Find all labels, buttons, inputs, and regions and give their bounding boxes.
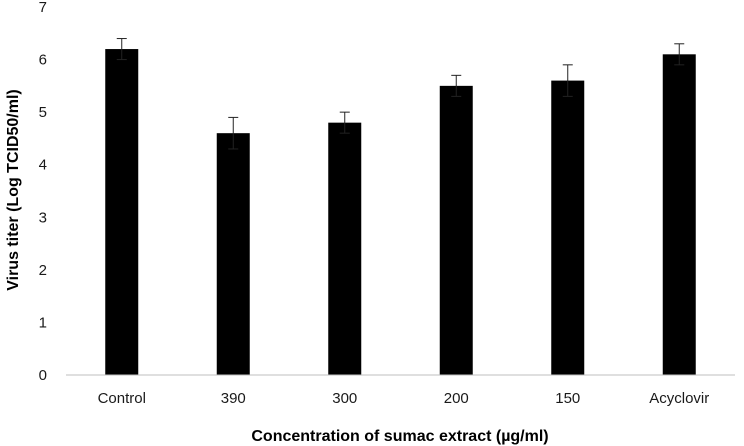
error-bar-390 bbox=[228, 116, 239, 150]
y-tick-label: 0 bbox=[39, 367, 47, 384]
x-tick-label: 300 bbox=[332, 390, 357, 407]
y-tick-labels: 0 1 2 3 4 5 6 7 bbox=[39, 0, 47, 384]
bar-acyclovir bbox=[662, 54, 696, 376]
error-bar-200 bbox=[451, 74, 462, 97]
x-tick-labels: Control 390 300 200 150 Acyclovir bbox=[98, 390, 710, 407]
bar-control bbox=[105, 49, 139, 376]
bar-200 bbox=[439, 85, 473, 375]
y-tick-label: 6 bbox=[39, 52, 47, 69]
x-tick-label: Acyclovir bbox=[649, 390, 709, 407]
y-tick-label: 1 bbox=[39, 314, 47, 331]
x-tick-label: 200 bbox=[444, 390, 469, 407]
bar-390 bbox=[216, 133, 250, 375]
error-bars-group bbox=[116, 38, 685, 150]
y-tick-label: 7 bbox=[39, 0, 47, 16]
error-bar-control bbox=[116, 38, 127, 61]
y-tick-label: 4 bbox=[39, 157, 47, 174]
error-bar-300 bbox=[339, 111, 350, 134]
x-tick-label: 390 bbox=[221, 390, 246, 407]
x-tick-label: 150 bbox=[555, 390, 580, 407]
y-tick-label: 5 bbox=[39, 104, 47, 121]
x-tick-label: Control bbox=[98, 390, 146, 407]
error-bar-acyclovir bbox=[674, 43, 685, 66]
bar-300 bbox=[328, 122, 362, 376]
y-axis-title: Virus titer (Log TCID50/ml) bbox=[5, 89, 22, 291]
x-axis-title: Concentration of sumac extract (µg/ml) bbox=[251, 428, 548, 445]
bar-150 bbox=[551, 80, 585, 375]
y-tick-label: 2 bbox=[39, 262, 47, 279]
y-tick-label: 3 bbox=[39, 209, 47, 226]
bars-group bbox=[105, 49, 696, 376]
error-bar-150 bbox=[562, 64, 573, 97]
